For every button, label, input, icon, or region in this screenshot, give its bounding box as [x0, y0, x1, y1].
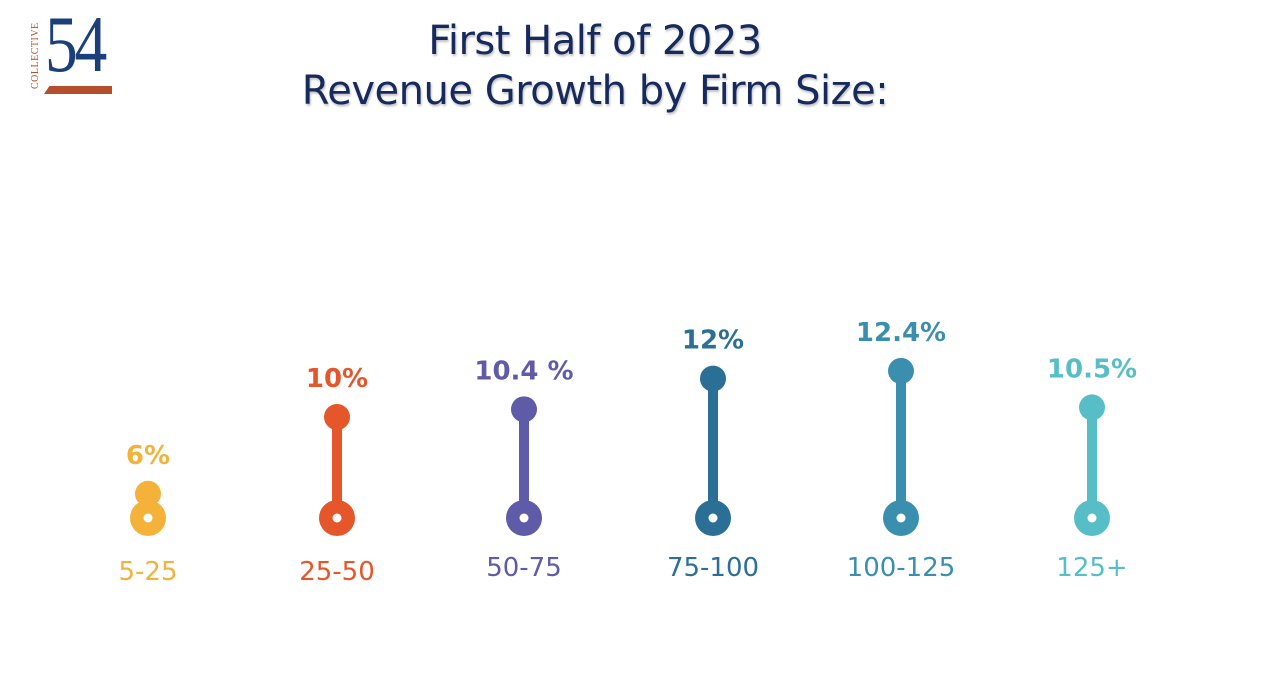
value-label: 10%: [306, 364, 368, 394]
value-label: 10.5%: [1047, 354, 1137, 384]
lollipop-50-75: 10.4 % 50-75: [474, 356, 573, 583]
lollipop-top-dot: [1079, 394, 1105, 421]
lollipop-top-dot: [324, 404, 350, 430]
value-label: 12%: [682, 326, 744, 356]
lollipop-100-125: 12.4% 100-125: [847, 318, 956, 583]
lollipop-top-dot: [135, 480, 161, 507]
category-label: 25-50: [299, 557, 375, 587]
lollipop-top-dot: [700, 365, 726, 392]
lollipop-base-hole: [1087, 513, 1097, 523]
lollipop-base-hole: [519, 513, 529, 523]
value-label: 12.4%: [856, 318, 946, 348]
chart-title: First Half of 2023: [428, 18, 762, 64]
logo-number: 54: [45, 1, 107, 89]
lollipop-25-50: 10% 25-50: [299, 364, 375, 587]
chart-subtitle: Revenue Growth by Firm Size:: [301, 68, 889, 114]
lollipop-5-25: 6% 5-25: [118, 441, 177, 587]
category-label: 5-25: [118, 557, 177, 587]
value-label: 6%: [126, 441, 170, 471]
lollipop-base-hole: [896, 513, 906, 523]
lollipop-75-100: 12% 75-100: [667, 326, 759, 583]
collective-54-logo: COLLECTIVE 54: [30, 2, 116, 98]
lollipop-125+: 10.5% 125+: [1047, 354, 1137, 583]
category-label: 100-125: [847, 553, 956, 583]
value-label: 10.4 %: [474, 356, 573, 386]
lollipop-top-dot: [888, 357, 914, 384]
category-label: 50-75: [486, 553, 562, 583]
lollipop-top-dot: [511, 396, 537, 423]
category-label: 75-100: [667, 553, 759, 583]
chart-title-block: First Half of 2023 Revenue Growth by Fir…: [230, 16, 960, 116]
category-label: 125+: [1056, 553, 1127, 583]
lollipop-base-hole: [708, 513, 718, 523]
lollipop-base-hole: [143, 513, 153, 523]
lollipop-base-hole: [332, 513, 342, 523]
logo-underline: [44, 86, 112, 94]
